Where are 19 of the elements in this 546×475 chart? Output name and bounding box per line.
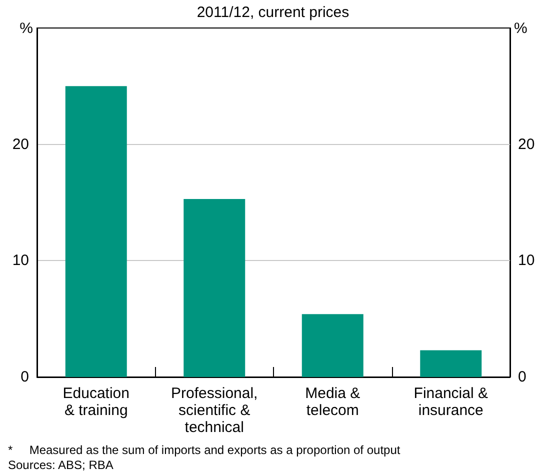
chart-subtitle: 2011/12, current prices <box>196 4 350 21</box>
source-note: Sources: ABS; RBA <box>8 458 114 472</box>
x-tick-label: Education & training <box>62 385 130 419</box>
bar <box>184 199 246 377</box>
x-tick-label: Professional, scientific & technical <box>171 385 258 436</box>
y-tick-label: 0 <box>20 368 29 386</box>
bar <box>420 350 482 377</box>
y-tick-label: 20 <box>12 136 29 153</box>
y2-tick-label: 20 <box>518 136 535 153</box>
y2-tick-label: 0 <box>518 368 526 386</box>
y2-axis-title: % <box>514 20 528 37</box>
bar <box>302 314 364 377</box>
y-tick-label: 10 <box>12 252 29 270</box>
y-axis-title: % <box>20 20 33 37</box>
y2-tick-label: 10 <box>518 252 535 270</box>
text: * Measured as the sum of imports and exports as a proportion of output <box>8 443 401 457</box>
bar <box>65 86 127 377</box>
x-tick-label: Media & telecom <box>305 385 360 419</box>
x-tick-label: Financial & insurance <box>414 385 488 419</box>
